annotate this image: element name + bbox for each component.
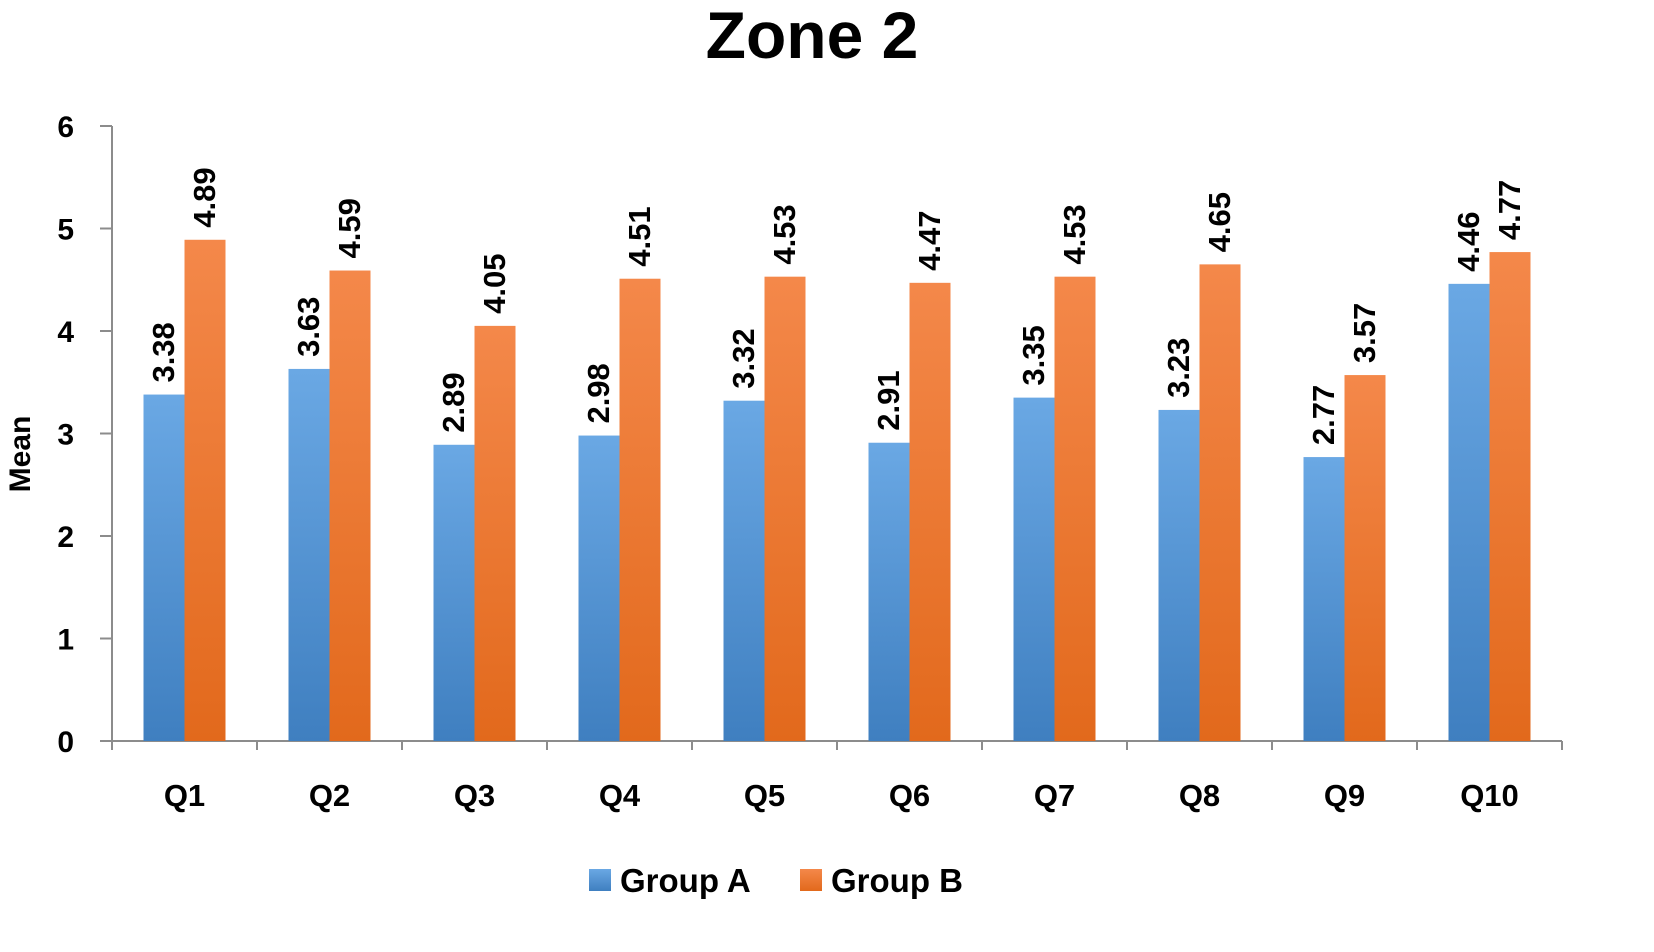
data-label: 4.53 <box>1057 204 1092 264</box>
bar-group-a <box>1158 409 1200 741</box>
data-label: 4.05 <box>477 254 512 314</box>
data-label: 3.63 <box>291 297 326 357</box>
bar-group-b <box>909 282 951 741</box>
y-axis-label: Mean <box>4 416 37 493</box>
bar-group-a <box>578 435 620 741</box>
bar-group-a <box>1013 397 1055 741</box>
legend-swatch-group-a <box>589 869 611 891</box>
data-label: 2.98 <box>581 363 616 423</box>
bar-group-b <box>184 239 226 741</box>
x-tick-label: Q8 <box>1179 778 1220 813</box>
y-tick-label: 2 <box>57 521 74 554</box>
data-label: 4.46 <box>1451 212 1486 272</box>
bar-group-a <box>868 442 910 741</box>
y-tick-label: 6 <box>57 111 74 144</box>
data-label: 2.77 <box>1306 385 1341 445</box>
x-tick-label: Q3 <box>454 778 495 813</box>
data-label: 3.35 <box>1016 325 1051 385</box>
x-tick-label: Q4 <box>599 778 641 813</box>
data-label: 4.65 <box>1202 192 1237 252</box>
data-label: 3.57 <box>1347 303 1382 363</box>
bar-group-a <box>1303 457 1345 741</box>
legend-swatch-group-b <box>800 869 822 891</box>
x-tick-label: Q2 <box>309 778 350 813</box>
bar-group-a <box>288 368 330 741</box>
y-tick-label: 3 <box>57 419 74 452</box>
bar-group-b <box>474 325 516 741</box>
x-tick-label: Q5 <box>744 778 785 813</box>
plot-area: 0 1 2 3 4 5 6 Q1 Q2 Q3 Q4 Q5 Q6 Q7 Q8 Q9 Q10 3.38 3.63 2.89… <box>57 111 1563 813</box>
data-label: 4.53 <box>767 204 802 264</box>
bar-group-b <box>329 270 371 741</box>
bar-group-b <box>764 276 806 741</box>
x-tick-label: Q10 <box>1460 778 1519 813</box>
chart-title: Zone 2 <box>706 0 919 72</box>
legend: Group A Group B <box>589 862 963 899</box>
bar-group-a <box>143 394 185 741</box>
x-tick-label: Q9 <box>1324 778 1365 813</box>
data-label: 4.47 <box>912 210 947 270</box>
y-tick-label: 4 <box>57 316 74 349</box>
data-label: 2.91 <box>871 370 906 430</box>
y-tick-label: 0 <box>57 726 74 759</box>
x-tick-label: Q1 <box>164 778 205 813</box>
data-label: 4.51 <box>622 206 657 266</box>
y-tick-label: 1 <box>57 624 74 657</box>
bar-group-a <box>433 444 475 741</box>
x-tick-label: Q7 <box>1034 778 1075 813</box>
data-label: 3.38 <box>146 322 181 382</box>
bar-group-a <box>1448 283 1490 741</box>
bar-group-b <box>1344 375 1386 741</box>
x-tick-label: Q6 <box>889 778 930 813</box>
bar-group-a <box>723 400 765 741</box>
data-label: 4.77 <box>1492 180 1527 240</box>
data-label: 2.89 <box>436 372 471 432</box>
data-label: 3.32 <box>726 328 761 388</box>
data-label: 4.59 <box>332 198 367 258</box>
data-label: 4.89 <box>187 167 222 227</box>
bar-group-b <box>1199 264 1241 741</box>
bar-group-b <box>1489 252 1531 741</box>
legend-label: Group A <box>620 862 751 899</box>
legend-label: Group B <box>831 862 963 899</box>
data-label: 3.23 <box>1161 338 1196 398</box>
y-tick-label: 5 <box>57 214 74 247</box>
bar-group-b <box>619 278 661 741</box>
bar-group-b <box>1054 276 1096 741</box>
